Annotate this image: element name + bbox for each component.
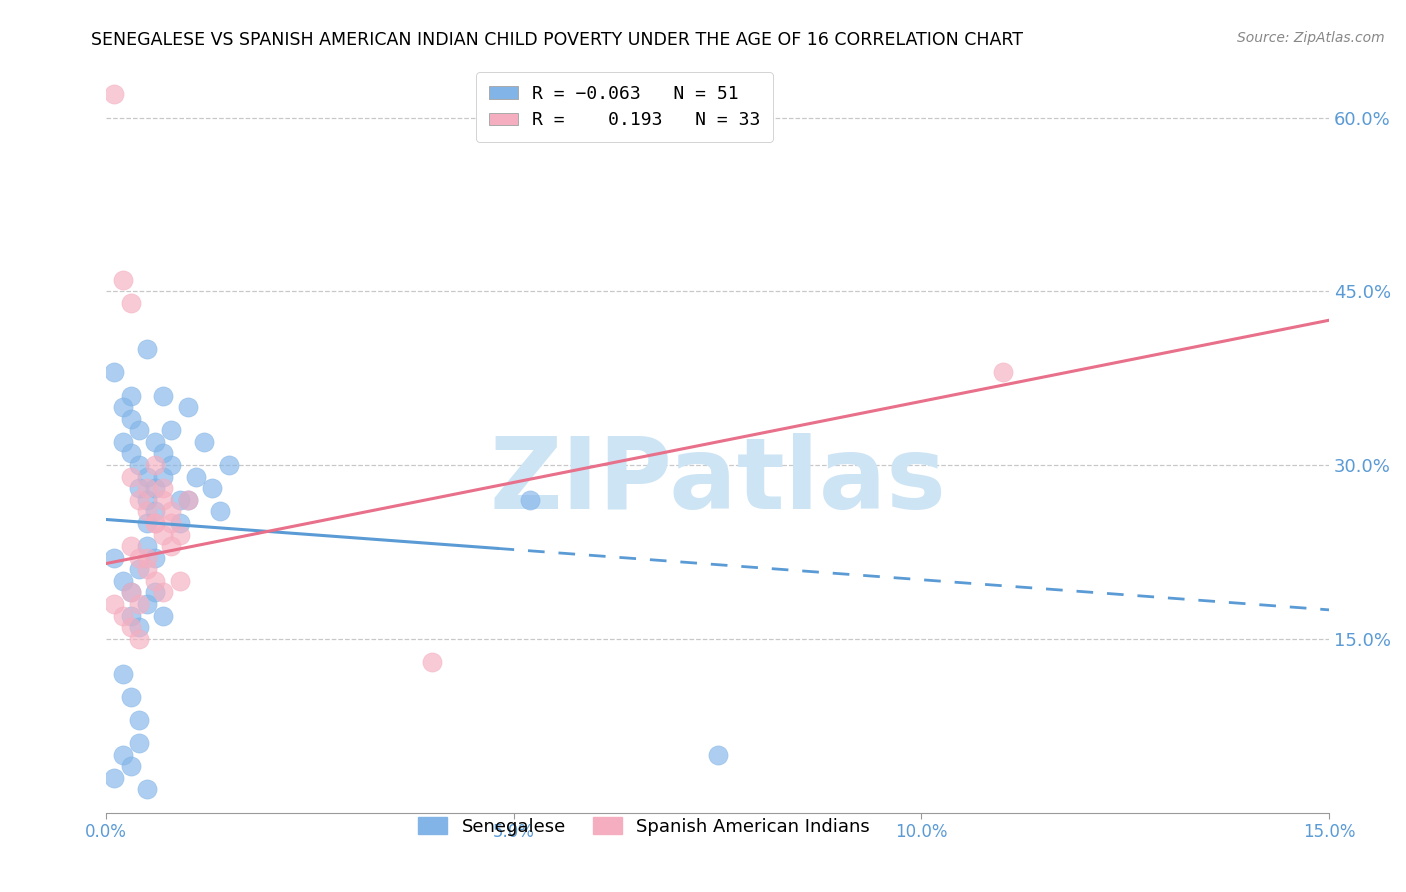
- Point: [209, 504, 232, 518]
- Point: [160, 423, 183, 437]
- Point: [160, 504, 183, 518]
- Point: [120, 690, 142, 704]
- Point: [143, 516, 166, 530]
- Point: [152, 388, 174, 402]
- Point: [128, 713, 150, 727]
- Point: [111, 747, 134, 762]
- Point: [519, 492, 541, 507]
- Point: [201, 481, 224, 495]
- Point: [177, 492, 200, 507]
- Point: [111, 608, 134, 623]
- Point: [152, 608, 174, 623]
- Point: [136, 597, 159, 611]
- Text: SENEGALESE VS SPANISH AMERICAN INDIAN CHILD POVERTY UNDER THE AGE OF 16 CORRELAT: SENEGALESE VS SPANISH AMERICAN INDIAN CH…: [91, 31, 1024, 49]
- Point: [111, 434, 134, 449]
- Point: [152, 492, 174, 507]
- Point: [177, 400, 200, 414]
- Point: [169, 527, 191, 541]
- Point: [128, 620, 150, 634]
- Point: [111, 666, 134, 681]
- Point: [169, 492, 191, 507]
- Point: [143, 516, 166, 530]
- Point: [152, 481, 174, 495]
- Point: [143, 458, 166, 472]
- Point: [128, 423, 150, 437]
- Point: [103, 597, 125, 611]
- Point: [136, 516, 159, 530]
- Point: [103, 550, 125, 565]
- Point: [136, 550, 159, 565]
- Point: [152, 469, 174, 483]
- Point: [169, 574, 191, 588]
- Text: ZIPatlas: ZIPatlas: [489, 433, 946, 530]
- Point: [128, 736, 150, 750]
- Point: [111, 273, 134, 287]
- Point: [136, 504, 159, 518]
- Point: [136, 342, 159, 356]
- Point: [128, 562, 150, 576]
- Point: [706, 747, 728, 762]
- Point: [169, 516, 191, 530]
- Point: [143, 481, 166, 495]
- Point: [143, 504, 166, 518]
- Point: [103, 365, 125, 379]
- Point: [152, 585, 174, 599]
- Point: [128, 458, 150, 472]
- Point: [143, 434, 166, 449]
- Point: [218, 458, 240, 472]
- Point: [120, 759, 142, 773]
- Text: Source: ZipAtlas.com: Source: ZipAtlas.com: [1237, 31, 1385, 45]
- Point: [120, 585, 142, 599]
- Point: [103, 87, 125, 102]
- Point: [120, 539, 142, 553]
- Legend: Senegalese, Spanish American Indians: Senegalese, Spanish American Indians: [409, 808, 879, 845]
- Point: [136, 562, 159, 576]
- Point: [136, 469, 159, 483]
- Point: [128, 632, 150, 646]
- Point: [128, 550, 150, 565]
- Point: [120, 608, 142, 623]
- Point: [120, 469, 142, 483]
- Point: [184, 469, 207, 483]
- Point: [120, 296, 142, 310]
- Point: [103, 771, 125, 785]
- Point: [143, 550, 166, 565]
- Point: [136, 782, 159, 797]
- Point: [160, 539, 183, 553]
- Point: [120, 620, 142, 634]
- Point: [128, 492, 150, 507]
- Point: [177, 492, 200, 507]
- Point: [136, 539, 159, 553]
- Point: [143, 585, 166, 599]
- Point: [111, 574, 134, 588]
- Point: [120, 585, 142, 599]
- Point: [991, 365, 1014, 379]
- Point: [160, 458, 183, 472]
- Point: [420, 655, 443, 669]
- Point: [120, 388, 142, 402]
- Point: [152, 446, 174, 460]
- Point: [128, 481, 150, 495]
- Point: [193, 434, 215, 449]
- Point: [120, 446, 142, 460]
- Point: [143, 574, 166, 588]
- Point: [152, 527, 174, 541]
- Point: [128, 597, 150, 611]
- Point: [160, 516, 183, 530]
- Point: [120, 411, 142, 425]
- Point: [136, 492, 159, 507]
- Point: [136, 481, 159, 495]
- Point: [111, 400, 134, 414]
